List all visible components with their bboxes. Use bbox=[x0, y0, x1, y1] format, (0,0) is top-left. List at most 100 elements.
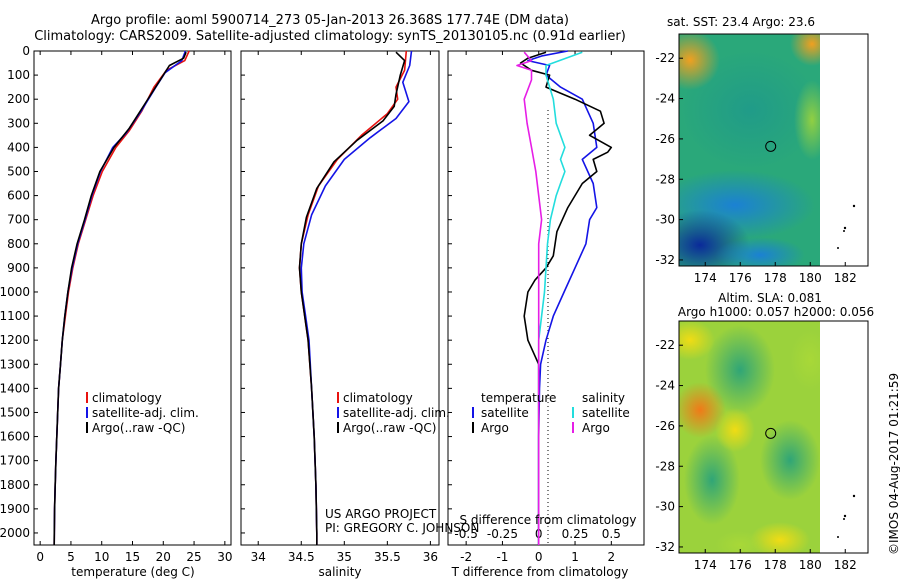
map-x-tick-label: 180 bbox=[799, 558, 822, 572]
sla-map-title: Altim. SLA: 0.081 bbox=[718, 291, 822, 305]
x-tick-label: 15 bbox=[125, 550, 140, 564]
map-y-tick-label: -24 bbox=[655, 379, 675, 393]
map-x-tick-label: 182 bbox=[834, 271, 857, 285]
legend-label-s-argo: Argo bbox=[582, 421, 610, 435]
x2-tick-label: 0.25 bbox=[562, 527, 589, 541]
imos-timestamp: ©IMOS 04-Aug-2017 01:21:59 bbox=[887, 372, 900, 555]
sla-map-islands bbox=[837, 494, 856, 538]
x-tick-label: 34.5 bbox=[288, 550, 315, 564]
map-x-tick-label: 178 bbox=[764, 271, 787, 285]
salinity-legend: climatology satellite-adj. clim. Argo(..… bbox=[337, 391, 450, 435]
difference-legend: temperature salinity satellite Argo sate… bbox=[472, 391, 630, 435]
t-difference-x-label: T difference from climatology bbox=[451, 565, 629, 579]
legend-label-t-satellite: satellite bbox=[481, 406, 529, 420]
legend-title-temperature: temperature bbox=[481, 391, 556, 405]
sla-map-land bbox=[820, 321, 868, 553]
sst-map-islands bbox=[837, 204, 856, 249]
y-tick-label: 0 bbox=[22, 44, 30, 58]
y-tick-label: 1200 bbox=[0, 333, 30, 347]
legend-label-argo: Argo(..raw -QC) bbox=[92, 421, 185, 435]
map-x-tick-label: 174 bbox=[694, 558, 717, 572]
legend-swatch-s-satellite bbox=[572, 407, 574, 418]
sst-map-border bbox=[678, 33, 869, 267]
x-tick-label: 2 bbox=[608, 550, 616, 564]
salinity-x-label: salinity bbox=[318, 565, 361, 579]
project-credit: US ARGO PROJECT PI: GREGORY C. JOHNSON bbox=[325, 507, 479, 535]
map-y-tick-label: -28 bbox=[655, 459, 675, 473]
x-tick-label: 20 bbox=[156, 550, 171, 564]
legend-swatch-climatology bbox=[337, 392, 339, 403]
legend-swatch-s-argo bbox=[572, 422, 574, 433]
legend-swatch-t-satellite bbox=[472, 407, 474, 418]
x-tick-label: 35 bbox=[337, 550, 352, 564]
temperature-x-label: temperature (deg C) bbox=[71, 565, 194, 579]
legend-swatch-argo bbox=[337, 422, 339, 433]
series-line-satellite-adj-clim- bbox=[53, 50, 187, 546]
legend-swatch-satellite bbox=[86, 407, 88, 418]
legend-label-climatology: climatology bbox=[343, 391, 413, 405]
salinity-plot-frame bbox=[240, 50, 440, 546]
map-x-tick-label: 178 bbox=[764, 558, 787, 572]
x2-tick-label: 0.5 bbox=[602, 527, 621, 541]
y-tick-label: 1400 bbox=[0, 381, 30, 395]
series-line-climatology bbox=[53, 50, 190, 546]
sla-map-subtitle: Argo h1000: 0.057 h2000: 0.056 bbox=[678, 305, 874, 319]
x2-tick-label: -0.5 bbox=[454, 527, 477, 541]
legend-label-s-satellite: satellite bbox=[582, 406, 630, 420]
x-tick-label: 34 bbox=[251, 550, 266, 564]
difference-panel: -2 -1 0 1 2-0.5 -0.25 0 0.25 0.5 temperature sal… bbox=[447, 50, 645, 579]
y-tick-label: 100 bbox=[7, 68, 30, 82]
series-line-argo-raw-qc- bbox=[53, 51, 187, 546]
x-tick-label: 0 bbox=[36, 550, 44, 564]
map-y-tick-label: -32 bbox=[655, 540, 675, 554]
salinity-panel: 34 34.5 35 35.5 36 climatology satellite-adj… bbox=[240, 50, 450, 579]
y-tick-label: 1500 bbox=[0, 405, 30, 419]
map-y-tick-label: -26 bbox=[655, 132, 675, 146]
map-y-tick-label: -28 bbox=[655, 172, 675, 186]
y-tick-label: 500 bbox=[7, 164, 30, 178]
y-tick-label: 2000 bbox=[0, 526, 30, 540]
x-tick-label: 1 bbox=[571, 550, 579, 564]
legend-label-satellite: satellite-adj. clim. bbox=[92, 406, 199, 420]
x-tick-label: 5 bbox=[67, 550, 75, 564]
x-tick-label: 35.5 bbox=[374, 550, 401, 564]
y-tick-label: 1300 bbox=[0, 357, 30, 371]
y-tick-label: 1000 bbox=[0, 285, 30, 299]
y-tick-label: 200 bbox=[7, 92, 30, 106]
y-tick-label: 700 bbox=[7, 213, 30, 227]
x-tick-label: 30 bbox=[217, 550, 232, 564]
legend-label-argo: Argo(..raw -QC) bbox=[343, 421, 436, 435]
sla-profile-marker bbox=[765, 427, 777, 439]
x-tick-label: 10 bbox=[94, 550, 109, 564]
map-x-tick-label: 174 bbox=[694, 271, 717, 285]
sst-field bbox=[679, 34, 820, 266]
y-tick-label: 1100 bbox=[0, 309, 30, 323]
series-line-salinity-argo bbox=[516, 51, 543, 545]
x-tick-label: 25 bbox=[186, 550, 201, 564]
map-y-tick-label: -26 bbox=[655, 419, 675, 433]
s-difference-axis-label: S difference from climatology bbox=[460, 513, 637, 527]
y-tick-label: 900 bbox=[7, 261, 30, 275]
figure-title-line1: Argo profile: aoml 5900714_273 05-Jan-20… bbox=[91, 13, 569, 28]
legend-label-t-argo: Argo bbox=[481, 421, 509, 435]
y-tick-label: 800 bbox=[7, 237, 30, 251]
x-tick-label: 36 bbox=[423, 550, 438, 564]
temperature-panel: 0 5 10 15 20 25 300100200300400500600700800900… bbox=[0, 44, 232, 579]
legend-swatch-climatology bbox=[86, 392, 88, 403]
sst-map-panel: sat. SST: 23.4 Argo: 23.6 174 176 178 180 18… bbox=[655, 15, 869, 285]
series-line-temperature-satellite bbox=[527, 50, 598, 545]
y-tick-label: 1600 bbox=[0, 430, 30, 444]
map-x-tick-label: 180 bbox=[799, 271, 822, 285]
map-x-tick-label: 176 bbox=[729, 558, 752, 572]
sst-map-title: sat. SST: 23.4 Argo: 23.6 bbox=[667, 15, 815, 29]
map-y-tick-label: -22 bbox=[655, 51, 675, 65]
legend-swatch-argo bbox=[86, 422, 88, 433]
map-x-tick-label: 176 bbox=[729, 271, 752, 285]
y-tick-label: 1900 bbox=[0, 502, 30, 516]
map-y-tick-label: -30 bbox=[655, 213, 675, 227]
map-y-tick-label: -24 bbox=[655, 92, 675, 106]
legend-label-satellite: satellite-adj. clim. bbox=[343, 406, 450, 420]
y-tick-label: 1700 bbox=[0, 454, 30, 468]
sla-map-panel: Altim. SLA: 0.081 Argo h1000: 0.057 h200… bbox=[655, 291, 874, 572]
